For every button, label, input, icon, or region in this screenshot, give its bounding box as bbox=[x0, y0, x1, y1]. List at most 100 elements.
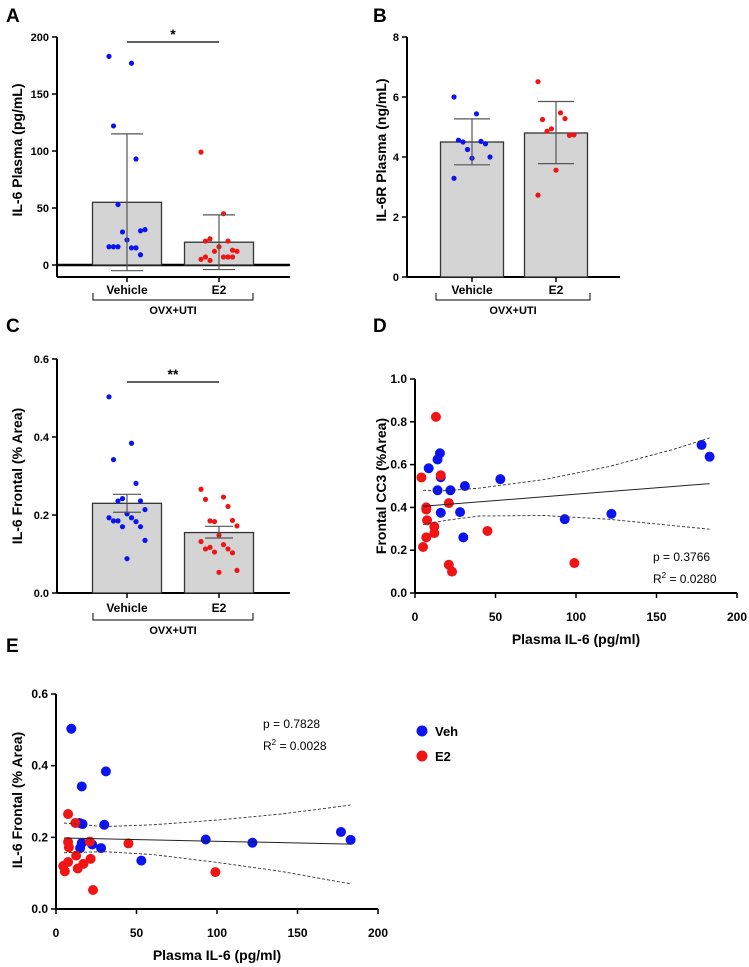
data-point-veh bbox=[495, 474, 506, 485]
data-point bbox=[220, 494, 227, 500]
data-point-e2 bbox=[447, 566, 458, 577]
x-tick-label: 200 bbox=[727, 610, 747, 624]
x-tick-label: 100 bbox=[207, 926, 227, 940]
regression-line bbox=[423, 483, 710, 507]
data-point-veh bbox=[458, 532, 469, 543]
data-point-veh bbox=[455, 507, 466, 518]
data-point bbox=[562, 116, 568, 122]
data-point-veh bbox=[345, 834, 356, 845]
data-point-e2 bbox=[88, 885, 99, 896]
y-tick-label: 6 bbox=[393, 92, 399, 104]
data-point-e2 bbox=[421, 532, 432, 543]
data-point-veh bbox=[247, 837, 258, 848]
data-point bbox=[211, 519, 218, 525]
regression-line bbox=[63, 837, 351, 845]
p-value: p = 0.7828 bbox=[263, 717, 320, 731]
y-tick-label: 0.6 bbox=[34, 354, 49, 366]
y-tick-label: 200 bbox=[31, 32, 49, 44]
data-point bbox=[451, 175, 457, 181]
data-point bbox=[115, 201, 121, 208]
data-point bbox=[229, 247, 236, 253]
y-axis-label: IL-6 Frontal (% Area) bbox=[9, 732, 25, 868]
data-point-e2 bbox=[63, 809, 74, 820]
data-point bbox=[464, 146, 471, 153]
data-point-veh bbox=[99, 819, 110, 830]
data-point-e2 bbox=[71, 850, 82, 861]
data-point bbox=[553, 167, 559, 173]
data-point bbox=[106, 394, 112, 400]
data-point bbox=[535, 79, 541, 85]
x-tick-label: 150 bbox=[287, 926, 307, 940]
data-point bbox=[220, 254, 227, 260]
data-point bbox=[557, 110, 564, 116]
data-point-veh bbox=[75, 843, 86, 854]
data-point bbox=[207, 544, 213, 550]
y-axis-label: IL-6R Plasma (ng/mL) bbox=[373, 78, 389, 221]
data-point-e2 bbox=[63, 842, 74, 853]
data-point bbox=[202, 238, 209, 244]
data-point-e2 bbox=[430, 411, 441, 422]
y-tick-label: 0.2 bbox=[31, 830, 48, 844]
data-point bbox=[535, 192, 541, 198]
r-squared-prefix: R bbox=[263, 739, 272, 753]
group-label: OVX+UTI bbox=[489, 305, 536, 317]
ci-lower-band bbox=[63, 851, 351, 885]
data-point-veh bbox=[423, 463, 434, 474]
group-label: OVX+UTI bbox=[149, 305, 196, 317]
panel-letter: A bbox=[6, 6, 20, 27]
data-point bbox=[234, 523, 240, 529]
data-point-e2 bbox=[84, 836, 95, 847]
data-point-e2 bbox=[210, 867, 221, 878]
x-tick-label: 0 bbox=[412, 610, 419, 624]
data-point bbox=[137, 498, 144, 504]
ci-upper-band bbox=[63, 804, 351, 828]
ci-lower-band bbox=[423, 515, 710, 530]
legend-label: Veh bbox=[435, 724, 458, 739]
data-point bbox=[198, 538, 204, 545]
data-point-e2 bbox=[123, 838, 134, 849]
data-point bbox=[234, 567, 240, 573]
panel-letter: B bbox=[373, 6, 387, 27]
data-point bbox=[571, 132, 577, 138]
y-tick-label: 0 bbox=[393, 272, 399, 284]
data-point-e2 bbox=[422, 515, 433, 526]
data-point bbox=[207, 236, 213, 242]
data-point-veh bbox=[335, 826, 346, 837]
data-point bbox=[207, 257, 213, 264]
r-squared-value: = 0.0028 bbox=[276, 739, 327, 753]
data-point-veh bbox=[432, 454, 443, 465]
y-tick-label: 2 bbox=[393, 212, 399, 224]
r-squared-superscript: 2 bbox=[272, 738, 277, 747]
group-bracket bbox=[92, 293, 254, 301]
panel-a: A 0 50 100 150 200 IL-6 Plasma (pg/mL) Vehicle E… bbox=[6, 6, 290, 317]
y-tick-label: 0.0 bbox=[31, 902, 48, 916]
data-point bbox=[220, 542, 227, 548]
data-point-e2 bbox=[418, 541, 429, 552]
data-point-veh bbox=[66, 723, 77, 734]
data-point bbox=[106, 53, 112, 59]
bar-vehicle bbox=[91, 502, 163, 594]
y-tick-label: 0.8 bbox=[390, 415, 407, 429]
data-point bbox=[115, 498, 121, 504]
data-point bbox=[225, 546, 231, 552]
panel-letter: E bbox=[6, 636, 19, 657]
data-point bbox=[110, 457, 117, 463]
data-point-e2 bbox=[59, 866, 70, 877]
data-point bbox=[460, 139, 466, 145]
r-squared-value: = 0.0280 bbox=[666, 572, 717, 586]
x-tick-label: 0 bbox=[53, 926, 60, 940]
data-point bbox=[128, 515, 135, 521]
x-tick-label: 200 bbox=[368, 926, 388, 940]
data-point-e2 bbox=[70, 818, 81, 828]
y-tick-label: 4 bbox=[393, 152, 400, 164]
data-point-e2 bbox=[443, 498, 454, 509]
x-tick-label: 150 bbox=[646, 610, 666, 624]
data-point bbox=[137, 228, 144, 234]
data-point-e2 bbox=[72, 863, 83, 874]
data-point bbox=[119, 524, 126, 530]
legend-marker-e2 bbox=[416, 750, 428, 762]
y-tick-label: 0.4 bbox=[390, 500, 407, 514]
x-tick-label: Vehicle bbox=[106, 283, 148, 297]
data-point bbox=[128, 440, 135, 446]
